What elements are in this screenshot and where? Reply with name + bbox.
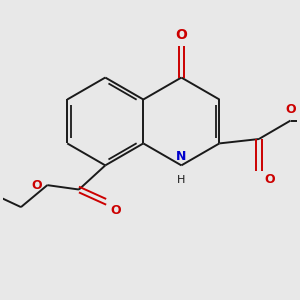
- Text: O: O: [32, 178, 42, 192]
- Text: O: O: [111, 204, 121, 217]
- Text: H: H: [177, 175, 185, 185]
- Text: O: O: [264, 173, 275, 186]
- Text: N: N: [176, 150, 187, 163]
- Text: O: O: [285, 103, 296, 116]
- Text: O: O: [176, 28, 187, 42]
